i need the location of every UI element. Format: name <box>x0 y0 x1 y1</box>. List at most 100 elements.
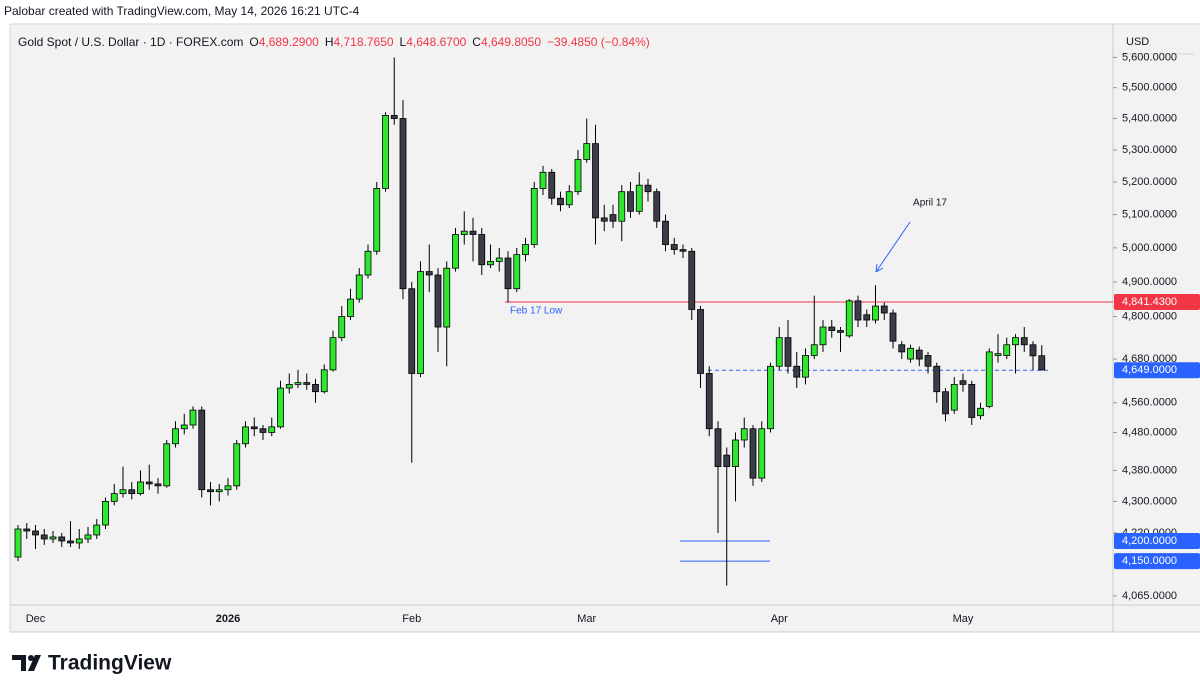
candle-body <box>84 534 92 540</box>
y-tick-label: 5,000.0000 <box>1122 242 1177 254</box>
legend-value: 4,718.7650 <box>333 35 393 49</box>
price-axis <box>1113 24 1200 632</box>
candle-body <box>548 171 556 199</box>
candle-body <box>408 288 416 374</box>
candle-body <box>14 528 22 558</box>
candle-body <box>390 115 398 119</box>
candle-body <box>854 300 862 321</box>
candle-body <box>469 230 477 235</box>
candle-body <box>679 249 687 252</box>
price-tag-label: 4,150.0000 <box>1122 555 1177 567</box>
candle-body <box>662 220 669 245</box>
legend-value: 4,649.8050 <box>481 35 541 49</box>
candle-body <box>985 351 993 407</box>
candle-body <box>942 391 949 415</box>
legend-key: L <box>400 35 407 49</box>
candle-body <box>915 349 923 360</box>
candle-body <box>784 337 792 367</box>
candle-body <box>775 337 783 367</box>
candle-body <box>75 538 83 544</box>
candle-body <box>592 143 599 219</box>
candle-body <box>259 428 267 433</box>
candle-body <box>644 184 652 193</box>
candle-body <box>495 257 503 262</box>
legend-key: O <box>249 35 258 49</box>
candle-body <box>58 536 66 542</box>
candle-body <box>697 309 704 374</box>
candle-body <box>399 118 407 290</box>
candle-body <box>163 443 171 487</box>
candle-body <box>819 326 827 346</box>
annotation-arrow <box>875 221 911 273</box>
candle-body <box>250 426 258 430</box>
x-tick-label: Apr <box>771 613 788 625</box>
candle-body <box>705 373 713 430</box>
brand-logo <box>12 655 41 671</box>
candle-body <box>207 489 214 493</box>
candle-body <box>1038 355 1046 371</box>
candle-body <box>845 300 853 337</box>
candle-body <box>950 383 958 411</box>
candle-body <box>872 305 879 321</box>
legend-value: 4,689.2900 <box>259 35 319 49</box>
candle-body <box>180 424 188 430</box>
candle-body <box>1003 344 1011 356</box>
candle-body <box>522 244 529 256</box>
candle-body <box>670 244 678 250</box>
candle-body <box>320 369 328 393</box>
candle-body <box>959 380 967 385</box>
candle-body <box>714 428 722 467</box>
candle-body <box>478 234 486 266</box>
price-tag <box>1114 532 1200 549</box>
candle-body <box>889 312 897 342</box>
y-tick-label: 4,680.0000 <box>1122 353 1177 365</box>
candle-body <box>32 530 39 536</box>
legend-key: H <box>325 35 334 49</box>
candle-body <box>189 409 197 426</box>
candle-body <box>294 382 302 385</box>
candle-body <box>119 489 127 495</box>
price-tag <box>1114 553 1200 570</box>
legend-value: 4,648.6700 <box>406 35 466 49</box>
y-tick-label: 5,300.0000 <box>1122 144 1177 156</box>
candle-body <box>364 250 372 276</box>
candle-body <box>382 115 389 189</box>
y-tick-label: 4,065.0000 <box>1122 590 1177 602</box>
candle-body <box>128 489 136 495</box>
candle-body <box>233 443 241 487</box>
candle-body <box>793 365 801 378</box>
price-tag-label: 4,649.0000 <box>1122 364 1177 376</box>
y-tick-label: 4,300.0000 <box>1122 495 1177 507</box>
candle-body <box>977 407 984 417</box>
candle-body <box>145 481 153 485</box>
candle-body <box>924 355 932 367</box>
price-tag-label: 4,200.0000 <box>1122 535 1177 547</box>
candle-body <box>933 365 941 393</box>
candle-body <box>968 383 976 418</box>
header: Palobar created with TradingView.com, Ma… <box>4 4 360 18</box>
candle-body <box>443 267 451 328</box>
candle-body <box>373 188 381 252</box>
candle-body <box>557 197 564 206</box>
plot <box>14 57 1113 586</box>
y-tick-label: 5,400.0000 <box>1122 112 1177 124</box>
y-tick-label: 4,480.0000 <box>1122 426 1177 438</box>
candle-body <box>723 454 731 467</box>
candle-body <box>154 483 162 487</box>
candle-body <box>767 365 774 430</box>
candle-body <box>688 250 696 310</box>
candle-body <box>425 271 433 276</box>
candle-body <box>49 536 57 540</box>
annotation-arrowhead <box>875 263 884 273</box>
candle-body <box>303 382 311 385</box>
candle-body <box>198 409 206 491</box>
candle-body <box>653 191 661 222</box>
candle-body <box>994 353 1002 356</box>
candle-body <box>312 383 319 393</box>
candle-body <box>504 257 512 290</box>
candle-body <box>810 344 818 356</box>
annotation: April 17 <box>913 198 947 209</box>
x-tick-label: 2026 <box>216 613 240 625</box>
candle-body <box>110 493 118 502</box>
price-tag-label: 4,841.4300 <box>1122 296 1177 308</box>
